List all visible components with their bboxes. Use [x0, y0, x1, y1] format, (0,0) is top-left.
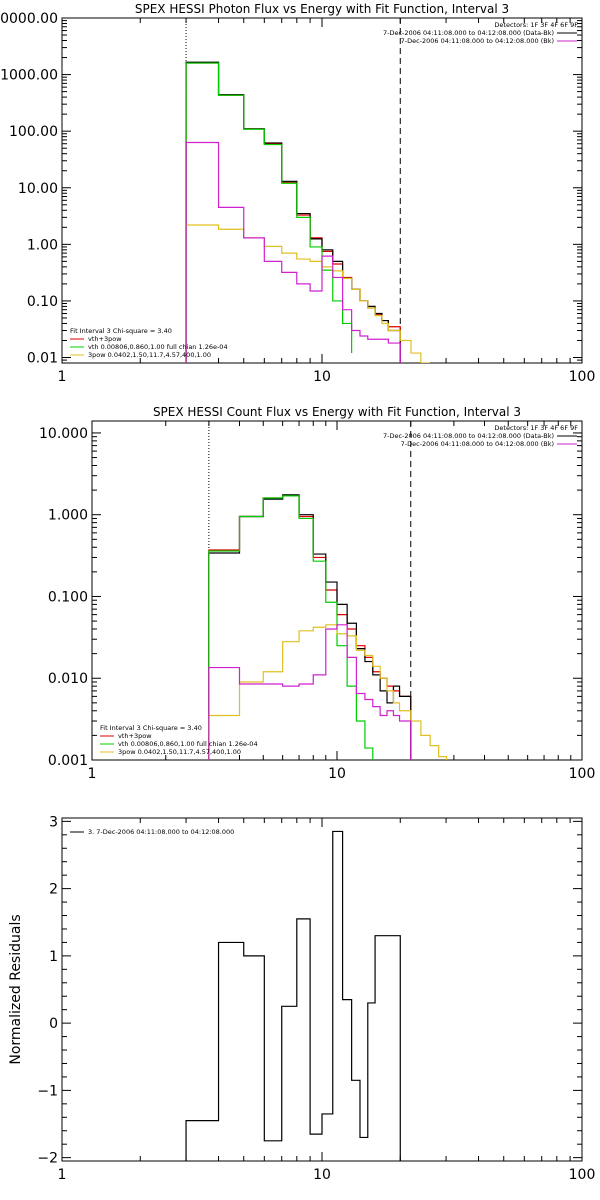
legend-right-entry: 7-Dec-2006 04:11:08.000 to 04:12:08.000 …	[401, 37, 554, 45]
series-3pow	[208, 624, 448, 760]
legend-right-entry: 7-Dec-2006 04:11:08.000 to 04:12:08.000 …	[383, 29, 554, 37]
legend-left-entry: vth+3pow	[118, 732, 152, 740]
series-residuals	[185, 830, 401, 1161]
legend-left-entry: Fit Interval 3 Chi-square = 3.40	[100, 724, 202, 732]
y-axis-label: Normalized Residuals	[8, 914, 24, 1064]
series-group	[185, 61, 430, 363]
x-tick-label: 1	[58, 369, 67, 385]
legend-left-entry: 3. 7-Dec-2006 04:11:08.000 to 04:12:08.0…	[88, 828, 234, 836]
legend-left-entry: vth+3pow	[88, 335, 122, 343]
y-tick-label: 10000.00	[0, 11, 58, 27]
legend-right-entry: Detectors: 1F 3F 4F 6F 9F	[494, 424, 578, 432]
x-tick-label: 100	[569, 766, 596, 782]
series-group	[208, 494, 448, 760]
y-tick-label: 100.00	[9, 124, 58, 140]
x-tick-label: 1	[58, 1167, 67, 1183]
plot-frame	[61, 17, 583, 364]
series-group	[185, 830, 401, 1161]
y-tick-label: 10.00	[18, 181, 58, 197]
y-tick-label: 0.010	[48, 671, 88, 687]
legend-left-entry: vth 0.00806,0.860,1.00 full chian 1.26e-…	[118, 740, 258, 748]
series-data-bk	[185, 61, 401, 363]
series-vth-3pow	[185, 62, 401, 363]
x-tick-label: 100	[569, 1167, 596, 1183]
plot-frame	[61, 817, 583, 1162]
legend-left-entry: 3pow 0.0402,1.50,11.7,4.57,400,1.00	[88, 351, 211, 359]
y-tick-label: 1.00	[27, 237, 58, 253]
x-tick-label: 10	[328, 766, 346, 782]
y-tick-label: 10.000	[39, 426, 88, 442]
y-tick-label: −2	[37, 1151, 58, 1167]
series-vth	[208, 495, 374, 760]
series-bk	[185, 141, 401, 363]
legend-right-entry: 7-Dec-2006 04:11:08.000 to 04:12:08.000 …	[383, 432, 554, 440]
x-tick-label: 10	[313, 1167, 331, 1183]
x-tick-label: 100	[569, 369, 596, 385]
series-data-bk	[208, 494, 412, 760]
legend-left-entry: 3pow 0.0402,1.50,11.7,4.57,400,1.00	[118, 748, 241, 756]
y-tick-label: 1.000	[48, 508, 88, 524]
chart-panel-1: SPEX HESSI Photon Flux vs Energy with Fi…	[0, 2, 595, 385]
y-tick-label: 0.100	[48, 589, 88, 605]
series-vth	[185, 62, 353, 363]
chart-panel-2: SPEX HESSI Count Flux vs Energy with Fit…	[39, 405, 595, 782]
y-tick-label: 0	[49, 1016, 58, 1032]
y-tick-label: 1000.00	[0, 68, 58, 84]
y-tick-label: 2	[49, 882, 58, 898]
chart-title: SPEX HESSI Count Flux vs Energy with Fit…	[153, 405, 521, 419]
x-tick-label: 1	[88, 766, 97, 782]
legend-left-entry: vth 0.00806,0.860,1.00 full chian 1.26e-…	[88, 343, 228, 351]
chart-title: SPEX HESSI Photon Flux vs Energy with Fi…	[135, 2, 509, 16]
y-tick-label: −1	[37, 1083, 58, 1099]
legend-right-entry: Detectors: 1F 3F 4F 6F 9F	[494, 21, 578, 29]
legend-right-entry: 7-Dec-2006 04:11:08.000 to 04:12:08.000 …	[401, 440, 554, 448]
chart-panel-3: 1 10 100 −2 −1 0 1 2 3 Normalized Residuals 3. 7-D…	[8, 814, 595, 1183]
y-tick-label: 1	[49, 949, 58, 965]
y-tick-label: 0.001	[48, 753, 88, 769]
y-tick-label: 3	[49, 814, 58, 830]
legend-left-entry: Fit Interval 3 Chi-square = 3.40	[70, 327, 172, 335]
y-tick-label: 0.10	[27, 294, 58, 310]
x-tick-label: 10	[313, 369, 331, 385]
y-tick-label: 0.01	[27, 351, 58, 367]
series-bk	[208, 624, 412, 760]
